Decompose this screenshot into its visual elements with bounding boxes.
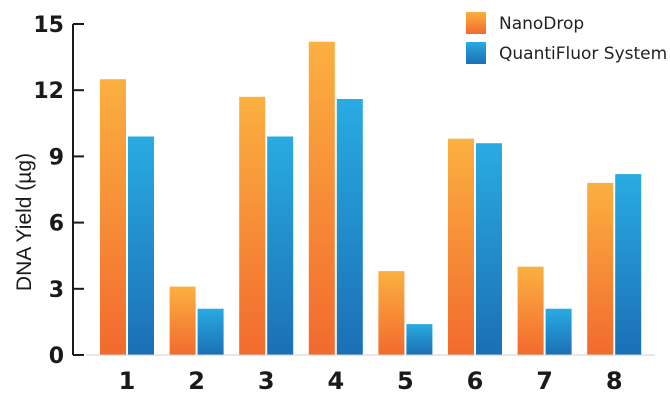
- x-tick-label: 6: [467, 367, 484, 394]
- bar-nanodrop-5: [378, 271, 405, 355]
- legend-label-quantifluor: QuantiFluor System: [499, 44, 667, 64]
- legend-swatch-nanodrop: [466, 12, 486, 34]
- y-axis-label: DNA Yield (µg): [13, 153, 36, 291]
- y-tick-label: 6: [49, 212, 64, 237]
- bar-quantifluor-6: [476, 143, 502, 355]
- bar-quantifluor-7: [545, 308, 572, 355]
- x-tick-label: 4: [327, 367, 344, 394]
- bar-quantifluor-3: [267, 136, 294, 355]
- x-tick-label: 2: [188, 367, 205, 394]
- bar-nanodrop-3: [239, 96, 266, 356]
- bar-nanodrop-8: [587, 182, 614, 355]
- y-tick-label: 9: [49, 145, 64, 170]
- y-tick-label: 15: [33, 13, 64, 38]
- bar-nanodrop-1: [100, 79, 126, 355]
- bar-quantifluor-2: [197, 308, 224, 355]
- y-tick-label: 3: [49, 278, 64, 303]
- bar-nanodrop-7: [517, 266, 544, 355]
- bar-nanodrop-2: [169, 286, 196, 355]
- legend-label-nanodrop: NanoDrop: [499, 14, 584, 34]
- x-tick-label: 1: [119, 367, 136, 394]
- bar-nanodrop-6: [448, 138, 474, 355]
- x-axis: 1 2 3 4 5 6 7 8: [119, 367, 623, 394]
- bar-nanodrop-4: [308, 41, 335, 355]
- bar-quantifluor-1: [128, 136, 154, 355]
- legend-swatch-quantifluor: [466, 42, 486, 64]
- y-axis: 0 3 6 9 12 15: [33, 13, 84, 369]
- y-tick-label: 12: [33, 79, 64, 104]
- bar-quantifluor-8: [615, 174, 642, 355]
- y-tick-label: 0: [49, 344, 64, 369]
- bars-group: [100, 41, 642, 356]
- x-tick-label: 7: [536, 367, 553, 394]
- legend: NanoDrop QuantiFluor System: [466, 12, 667, 64]
- x-tick-label: 5: [397, 367, 414, 394]
- x-tick-label: 3: [258, 367, 275, 394]
- bar-quantifluor-5: [406, 324, 433, 355]
- x-tick-label: 8: [606, 367, 623, 394]
- bar-quantifluor-4: [336, 99, 363, 355]
